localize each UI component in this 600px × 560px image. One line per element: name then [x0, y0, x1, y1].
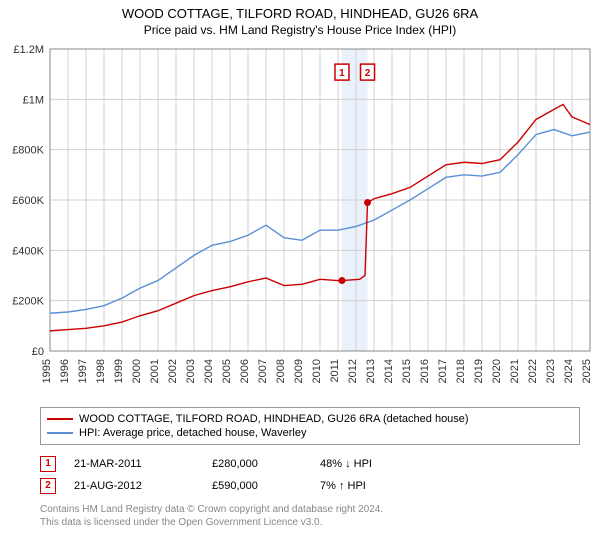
legend-swatch: [47, 418, 73, 420]
line-chart-svg: £0 £200K £400K £600K £800K £1M £1.2M 1995 1996 19…: [0, 41, 600, 401]
sale-price: £280,000: [212, 458, 302, 470]
x-tick-label: 2016: [419, 359, 431, 383]
x-tick-label: 2023: [545, 359, 557, 383]
y-tick-label: £0: [32, 346, 44, 358]
sale-marker-label: 1: [339, 68, 345, 79]
sale-point: [364, 199, 371, 206]
x-tick-label: 1999: [113, 359, 125, 383]
sale-delta: 7% ↑ HPI: [320, 480, 420, 492]
x-tick-label: 2005: [221, 359, 233, 383]
sale-marker-badge: 2: [40, 478, 56, 494]
x-tick-label: 2022: [527, 359, 539, 383]
x-tick-label: 2021: [509, 359, 521, 383]
sale-marker-label: 2: [365, 68, 371, 79]
sale-delta: 48% ↓ HPI: [320, 458, 420, 470]
x-tick-label: 2009: [293, 359, 305, 383]
x-tick-label: 2015: [401, 359, 413, 383]
sale-row: 1 21-MAR-2011 £280,000 48% ↓ HPI: [40, 453, 580, 475]
x-tick-label: 2010: [311, 359, 323, 383]
sale-marker-badge: 1: [40, 456, 56, 472]
legend-item: HPI: Average price, detached house, Wave…: [47, 426, 573, 440]
sale-point: [338, 277, 345, 284]
footer-attribution: Contains HM Land Registry data © Crown c…: [40, 503, 580, 529]
y-tick-label: £200K: [12, 296, 44, 308]
x-tick-label: 1995: [41, 359, 53, 383]
x-tick-label: 2008: [275, 359, 287, 383]
x-tick-label: 2006: [239, 359, 251, 383]
x-tick-label: 2000: [131, 359, 143, 383]
x-tick-label: 2018: [455, 359, 467, 383]
legend-box: WOOD COTTAGE, TILFORD ROAD, HINDHEAD, GU…: [40, 407, 580, 445]
chart-title: WOOD COTTAGE, TILFORD ROAD, HINDHEAD, GU…: [0, 0, 600, 21]
legend-swatch: [47, 432, 73, 434]
footer-line-2: This data is licensed under the Open Gov…: [40, 516, 580, 529]
x-tick-label: 1996: [59, 359, 71, 383]
x-tick-label: 2014: [383, 359, 395, 383]
sale-date: 21-MAR-2011: [74, 458, 194, 470]
x-tick-label: 2003: [185, 359, 197, 383]
sale-price: £590,000: [212, 480, 302, 492]
x-tick-label: 2002: [167, 359, 179, 383]
x-tick-label: 2007: [257, 359, 269, 383]
x-tick-label: 2013: [365, 359, 377, 383]
footer-line-1: Contains HM Land Registry data © Crown c…: [40, 503, 580, 516]
legend-label: HPI: Average price, detached house, Wave…: [79, 427, 306, 439]
legend-label: WOOD COTTAGE, TILFORD ROAD, HINDHEAD, GU…: [79, 413, 469, 425]
y-tick-label: £600K: [12, 195, 44, 207]
x-tick-label: 2017: [437, 359, 449, 383]
legend-item: WOOD COTTAGE, TILFORD ROAD, HINDHEAD, GU…: [47, 412, 573, 426]
x-tick-label: 2025: [581, 359, 593, 383]
x-tick-label: 2024: [563, 359, 575, 383]
y-tick-label: £1M: [23, 94, 44, 106]
sales-table: 1 21-MAR-2011 £280,000 48% ↓ HPI 2 21-AUG-201…: [40, 453, 580, 497]
x-tick-label: 2001: [149, 359, 161, 383]
x-tick-label: 1998: [95, 359, 107, 383]
x-tick-label: 2019: [473, 359, 485, 383]
sale-row: 2 21-AUG-2012 £590,000 7% ↑ HPI: [40, 475, 580, 497]
x-tick-label: 2020: [491, 359, 503, 383]
chart-subtitle: Price paid vs. HM Land Registry's House …: [0, 21, 600, 41]
x-tick-label: 1997: [77, 359, 89, 383]
y-tick-label: £400K: [12, 245, 44, 257]
x-tick-label: 2012: [347, 359, 359, 383]
y-tick-label: £1.2M: [13, 44, 44, 56]
y-tick-label: £800K: [12, 145, 44, 157]
sale-date: 21-AUG-2012: [74, 480, 194, 492]
x-tick-label: 2004: [203, 359, 215, 383]
chart-area: £0 £200K £400K £600K £800K £1M £1.2M 1995 1996 19…: [0, 41, 600, 401]
x-tick-label: 2011: [329, 359, 341, 383]
